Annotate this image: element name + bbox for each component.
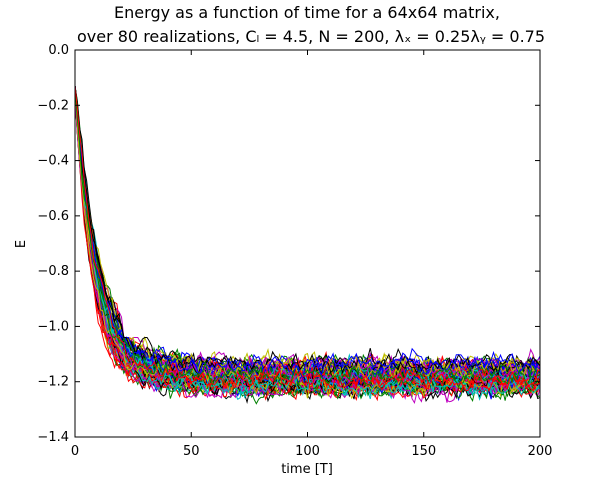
- series-line: [74, 90, 541, 391]
- series-line: [74, 88, 541, 389]
- y-tick-label: −0.8: [37, 264, 69, 279]
- y-tick-label: 0.0: [48, 43, 69, 58]
- series-line: [74, 85, 541, 388]
- series-line: [74, 96, 541, 394]
- y-tick-label: −1.2: [37, 375, 69, 390]
- series-line: [74, 85, 541, 389]
- series-line: [74, 97, 541, 391]
- series-line: [74, 86, 541, 379]
- series-line: [74, 85, 541, 390]
- series-line: [74, 85, 541, 390]
- series-line: [74, 90, 541, 385]
- series-line: [74, 99, 541, 391]
- series-line: [74, 94, 541, 386]
- series-line: [74, 89, 541, 392]
- series-line: [74, 85, 541, 392]
- series-line: [74, 97, 541, 392]
- y-axis: 0.0 −0.2 −0.4 −0.6 −0.8 −1.0 −1.2 −1.4: [37, 43, 540, 445]
- series-line: [74, 95, 541, 392]
- series-line: [74, 85, 541, 390]
- x-tick-label: 100: [295, 444, 320, 459]
- y-tick-label: −1.4: [37, 430, 69, 445]
- x-tick-label: 150: [411, 444, 436, 459]
- series-line: [74, 85, 541, 380]
- series-line: [74, 94, 541, 385]
- series-line: [74, 87, 541, 376]
- series-line: [74, 85, 541, 392]
- series-line: [74, 85, 541, 392]
- series-line: [74, 85, 541, 386]
- x-tick-label: 200: [528, 444, 553, 459]
- series-line: [74, 85, 541, 376]
- x-tick-label: 50: [183, 444, 200, 459]
- series-line: [74, 85, 541, 379]
- series-line: [74, 85, 541, 395]
- series-line: [74, 98, 541, 389]
- y-tick-label: −0.6: [37, 209, 69, 224]
- series-line: [74, 95, 541, 377]
- x-axis: 0 50 100 150 200: [71, 50, 553, 459]
- y-tick-label: −1.0: [37, 319, 69, 334]
- series-line: [74, 93, 541, 376]
- series-line: [74, 85, 541, 393]
- series-line: [74, 85, 541, 391]
- series-line: [74, 85, 541, 393]
- series-line: [74, 85, 541, 392]
- series-line: [74, 85, 541, 394]
- series-line: [74, 89, 541, 391]
- x-tick-label: 0: [71, 444, 79, 459]
- series-line: [74, 85, 541, 390]
- series-line: [74, 94, 541, 388]
- series-line: [74, 85, 541, 388]
- series-group: [74, 85, 541, 405]
- y-tick-label: −0.2: [37, 98, 69, 113]
- series-line: [74, 85, 541, 381]
- chart-title-line-1: Energy as a function of time for a 64x64…: [114, 3, 500, 22]
- series-line: [74, 91, 541, 378]
- series-line: [74, 85, 541, 393]
- x-axis-label: time [T]: [281, 462, 333, 477]
- series-line: [74, 85, 541, 395]
- y-tick-label: −0.4: [37, 154, 69, 169]
- series-line: [74, 91, 541, 387]
- chart-title-line-2: over 80 realizations, Cₗ = 4.5, N = 200,…: [77, 27, 545, 46]
- series-line: [74, 95, 541, 379]
- series-line: [74, 85, 541, 394]
- y-axis-label: E: [14, 240, 29, 248]
- series-line: [74, 87, 541, 394]
- series-line: [74, 85, 541, 380]
- series-line: [74, 95, 541, 400]
